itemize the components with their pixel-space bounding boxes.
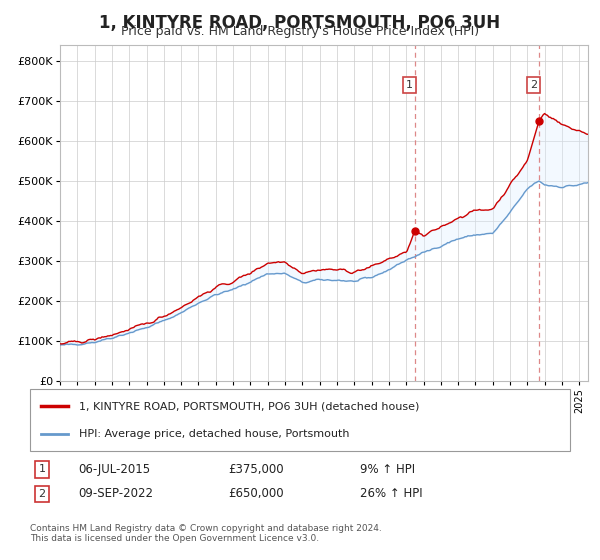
Text: 2: 2 — [530, 80, 538, 90]
Text: £375,000: £375,000 — [228, 463, 284, 476]
Text: HPI: Average price, detached house, Portsmouth: HPI: Average price, detached house, Port… — [79, 428, 349, 438]
Text: Contains HM Land Registry data © Crown copyright and database right 2024.
This d: Contains HM Land Registry data © Crown c… — [30, 524, 382, 543]
Text: £650,000: £650,000 — [228, 487, 284, 501]
Text: 1: 1 — [406, 80, 413, 90]
Text: Price paid vs. HM Land Registry's House Price Index (HPI): Price paid vs. HM Land Registry's House … — [121, 25, 479, 38]
Text: 1, KINTYRE ROAD, PORTSMOUTH, PO6 3UH (detached house): 1, KINTYRE ROAD, PORTSMOUTH, PO6 3UH (de… — [79, 402, 419, 412]
FancyBboxPatch shape — [30, 389, 570, 451]
Text: 1: 1 — [38, 464, 46, 474]
Text: 2: 2 — [38, 489, 46, 499]
Text: 1, KINTYRE ROAD, PORTSMOUTH, PO6 3UH: 1, KINTYRE ROAD, PORTSMOUTH, PO6 3UH — [100, 14, 500, 32]
Text: 26% ↑ HPI: 26% ↑ HPI — [360, 487, 422, 501]
Text: 09-SEP-2022: 09-SEP-2022 — [78, 487, 153, 501]
Text: 06-JUL-2015: 06-JUL-2015 — [78, 463, 150, 476]
Text: 9% ↑ HPI: 9% ↑ HPI — [360, 463, 415, 476]
